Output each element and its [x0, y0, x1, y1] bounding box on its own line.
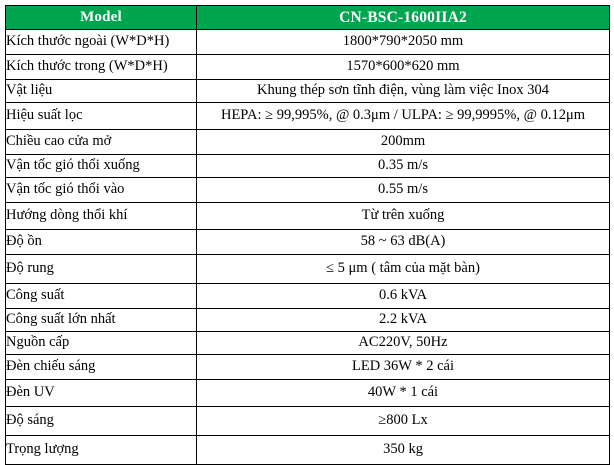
row-label: Độ ồn [5, 229, 197, 255]
table-row: Công suất 0.6 kVA [5, 283, 610, 309]
row-value: 0.55 m/s [196, 177, 610, 203]
table-body: Kích thước ngoài (W*D*H) 1800*790*2050 mm… [5, 29, 610, 465]
row-value: HEPA: ≥ 99,995%, @ 0.3μm / ULPA: ≥ 99,99… [196, 102, 610, 130]
table-row: Vận tốc gió thổi xuống 0.35 m/s [5, 154, 610, 178]
table-row: Chiều cao cửa mở 200mm [5, 129, 610, 155]
row-value: 350 kg [196, 435, 610, 465]
row-value: ≤ 5 μm ( tâm của mặt bàn) [196, 254, 610, 284]
row-label: Chiều cao cửa mở [5, 129, 197, 155]
row-label: Hiệu suất lọc [5, 102, 197, 130]
row-label: Độ rung [5, 254, 197, 284]
row-label: Trọng lượng [5, 435, 197, 465]
table-row: Hướng dòng thổi khí Từ trên xuống [5, 202, 610, 230]
row-value: 0.6 kVA [196, 283, 610, 309]
table-row: Vận tốc gió thổi vào 0.55 m/s [5, 177, 610, 203]
row-label: Vận tốc gió thổi vào [5, 177, 197, 203]
table-row: Vật liệu Khung thép sơn tĩnh điện, vùng l… [5, 79, 610, 103]
row-value: 0.35 m/s [196, 154, 610, 178]
table-row: Kích thước trong (W*D*H) 1570*600*620 mm [5, 54, 610, 80]
table-row: Nguồn cấp AC220V, 50Hz [5, 331, 610, 355]
specification-table-container: Model CN-BSC-1600IIA2 Kích thước ngoài (… [5, 5, 610, 465]
row-value: 58 ~ 63 dB(A) [196, 229, 610, 255]
table-row: Trọng lượng 350 kg [5, 435, 610, 465]
row-label: Vận tốc gió thổi xuống [5, 154, 197, 178]
column-header-model: Model [5, 5, 197, 30]
row-value: LED 36W * 2 cái [196, 354, 610, 380]
row-label: Hướng dòng thổi khí [5, 202, 197, 230]
column-header-model-value: CN-BSC-1600IIA2 [196, 5, 610, 30]
row-value: ≥800 Lx [196, 406, 610, 436]
row-value: 2.2 kVA [196, 308, 610, 332]
table-row: Đèn UV 40W * 1 cái [5, 379, 610, 407]
table-row: Độ sáng ≥800 Lx [5, 406, 610, 436]
table-header-row: Model CN-BSC-1600IIA2 [5, 5, 610, 30]
row-label: Đèn UV [5, 379, 197, 407]
row-label: Kích thước trong (W*D*H) [5, 54, 197, 80]
row-value: Từ trên xuống [196, 202, 610, 230]
row-value: 200mm [196, 129, 610, 155]
row-value: 1800*790*2050 mm [196, 29, 610, 55]
table-row: Độ rung ≤ 5 μm ( tâm của mặt bàn) [5, 254, 610, 284]
row-label: Đèn chiếu sáng [5, 354, 197, 380]
row-label: Kích thước ngoài (W*D*H) [5, 29, 197, 55]
row-label: Độ sáng [5, 406, 197, 436]
table-row: Đèn chiếu sáng LED 36W * 2 cái [5, 354, 610, 380]
table-row: Hiệu suất lọc HEPA: ≥ 99,995%, @ 0.3μm / … [5, 102, 610, 130]
row-value: AC220V, 50Hz [196, 331, 610, 355]
row-value: Khung thép sơn tĩnh điện, vùng làm việc … [196, 79, 610, 103]
row-label: Vật liệu [5, 79, 197, 103]
specification-table: Model CN-BSC-1600IIA2 Kích thước ngoài (… [5, 5, 610, 465]
row-label: Công suất lớn nhất [5, 308, 197, 332]
row-value: 1570*600*620 mm [196, 54, 610, 80]
table-row: Độ ồn 58 ~ 63 dB(A) [5, 229, 610, 255]
table-row: Công suất lớn nhất 2.2 kVA [5, 308, 610, 332]
table-row: Kích thước ngoài (W*D*H) 1800*790*2050 mm [5, 29, 610, 55]
table-header: Model CN-BSC-1600IIA2 [5, 5, 610, 30]
row-label: Công suất [5, 283, 197, 309]
row-label: Nguồn cấp [5, 331, 197, 355]
row-value: 40W * 1 cái [196, 379, 610, 407]
